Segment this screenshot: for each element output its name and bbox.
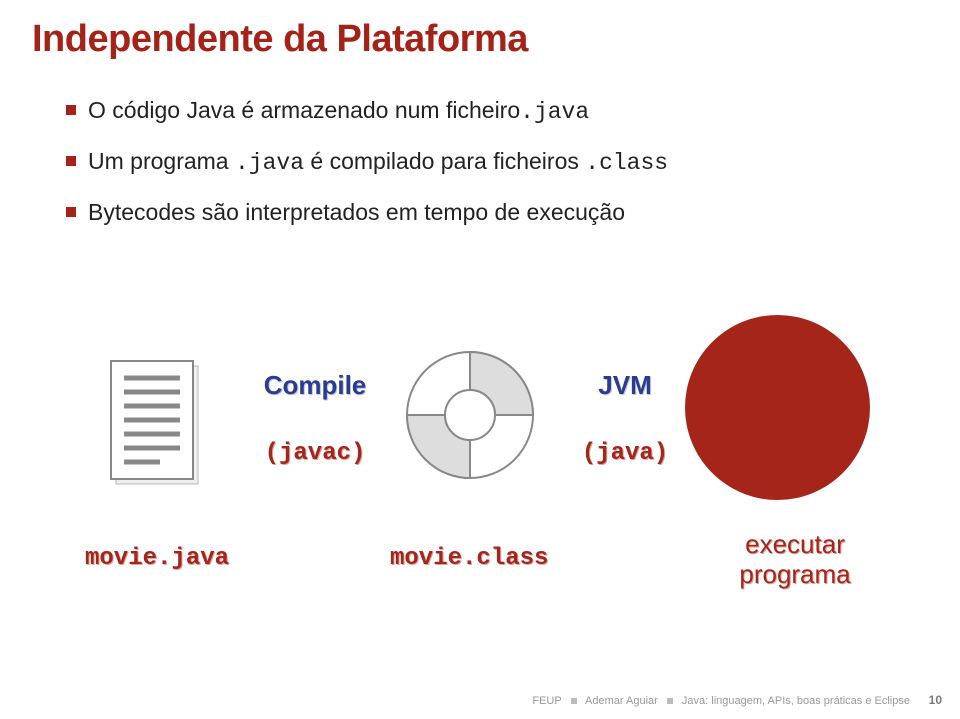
bullet-list: O código Java é armazenado num ficheiro.… <box>88 95 908 246</box>
footer-topic: Java: linguagem, APIs, boas práticas e E… <box>682 695 910 707</box>
diagram: Compile (javac) JVM (java) movie.java mo… <box>0 300 960 630</box>
footer: FEUP Ademar Aguiar Java: linguagem, APIs… <box>532 695 910 707</box>
movie-java-label: movie.java <box>85 545 229 572</box>
compile-label: Compile <box>255 370 375 401</box>
javac-label: (javac) <box>255 440 375 467</box>
bullet-item: Bytecodes são interpretados em tempo de … <box>88 197 908 228</box>
bullet-square-icon <box>66 156 76 166</box>
page-number: 10 <box>929 693 942 707</box>
footer-separator-icon <box>667 698 673 704</box>
movie-class-label: movie.class <box>390 545 548 572</box>
bullet-square-icon <box>66 207 76 217</box>
slide-title: Independente da Plataforma <box>32 18 528 61</box>
jvm-label: JVM <box>575 370 675 401</box>
bullet-square-icon <box>66 105 76 115</box>
bullet-text: Um programa <box>88 148 235 174</box>
document-icon <box>110 360 210 490</box>
footer-author: Ademar Aguiar <box>585 695 658 707</box>
slide: Independente da Plataforma O código Java… <box>0 0 960 719</box>
bullet-mono: .java <box>520 99 589 125</box>
bytecode-icon <box>400 345 540 485</box>
bullet-text: O código Java é armazenado num ficheiro <box>88 97 520 123</box>
bullet-text: é compilado para ficheiros <box>304 148 585 174</box>
bullet-item: Um programa .java é compilado para fiche… <box>88 146 908 179</box>
bullet-item: O código Java é armazenado num ficheiro.… <box>88 95 908 128</box>
exec-line1: executar <box>745 529 845 559</box>
execute-label: executar programa <box>720 530 870 590</box>
bullet-mono: .java <box>235 150 304 176</box>
footer-org: FEUP <box>532 695 561 707</box>
footer-separator-icon <box>571 698 577 704</box>
exec-line2: programa <box>739 559 850 589</box>
java-label: (java) <box>555 440 695 467</box>
bullet-text: Bytecodes são interpretados em tempo de … <box>88 199 625 225</box>
bullet-mono: .class <box>585 150 668 176</box>
execute-circle-icon <box>685 315 870 500</box>
